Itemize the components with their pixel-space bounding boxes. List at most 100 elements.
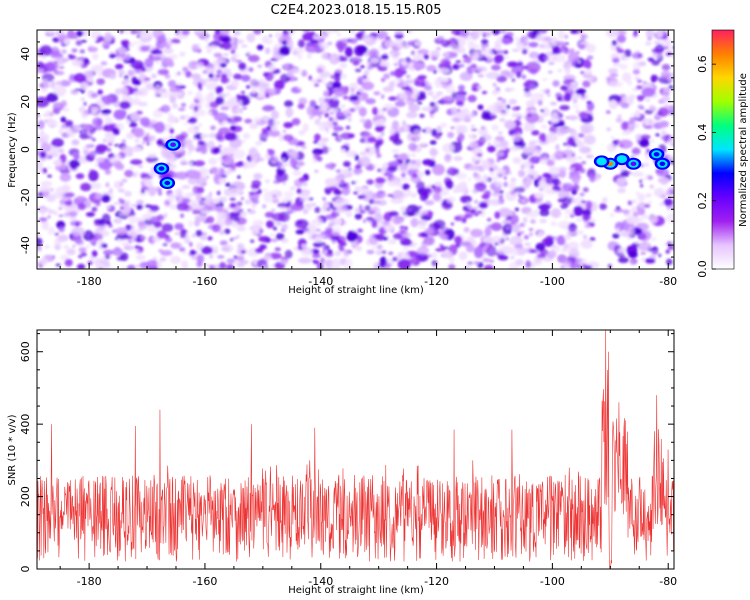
spectrogram-noise-blob (224, 132, 238, 141)
spectrogram-noise-blob (60, 254, 70, 261)
spectrogram-noise-blob (343, 258, 353, 269)
spectrogram-noise-blob (623, 57, 631, 61)
spectrogram-noise-blob (536, 33, 545, 42)
spectrogram-noise-blob (402, 120, 407, 127)
snr-y-axis-label: SNR (10 * v/v) (7, 414, 18, 485)
spectrogram-noise-blob (404, 85, 411, 92)
spectrogram-noise-blob (446, 196, 456, 204)
spectrogram-noise-blob (433, 186, 442, 194)
spectrogram-noise-blob (244, 199, 251, 205)
spectrogram-noise-blob (125, 79, 130, 82)
spectrogram-noise-blob (259, 133, 270, 138)
spectrogram-noise-blob (50, 80, 56, 89)
spectrogram-noise-blob (455, 184, 467, 193)
spectrogram-noise-blob (183, 114, 191, 119)
spectrogram-noise-blob (59, 199, 65, 206)
spectrogram-noise-blob (253, 117, 261, 122)
spectrogram-noise-blob (144, 189, 149, 194)
spectrogram-noise-blob (141, 68, 147, 72)
spectrogram-noise-blob (564, 209, 576, 215)
spectrogram-noise-blob (621, 209, 631, 214)
spectrogram-noise-blob (403, 246, 409, 250)
spectrogram-noise-blob (149, 205, 160, 212)
spectrogram-noise-blob (320, 137, 330, 143)
spectrogram-noise-blob (347, 167, 352, 171)
spectrogram-noise-blob (334, 91, 344, 97)
spectrogram-noise-blob (524, 110, 531, 114)
spectrogram-noise-blob (345, 86, 349, 91)
spectrogram-noise-blob (644, 204, 651, 208)
spectrogram-noise-blob (362, 74, 367, 80)
spectrogram-noise-blob (354, 213, 363, 220)
spectrogram-noise-blob (376, 190, 386, 199)
spectrogram-noise-blob (125, 120, 131, 124)
spectrogram-y-tick-label: 40 (19, 47, 32, 61)
spectrogram-noise-blob (225, 92, 231, 97)
spectrogram-noise-blob (432, 164, 445, 176)
spectrogram-noise-blob (411, 242, 418, 247)
snr-y-tick-label: 200 (19, 486, 32, 507)
spectrogram-noise-blob (325, 227, 333, 234)
spectrogram-noise-blob (382, 86, 394, 93)
spectrogram-noise-blob (556, 235, 566, 246)
spectrogram-noise-blob (568, 86, 572, 90)
spectrogram-noise-blob (200, 146, 208, 155)
spectrogram-noise-blob (58, 226, 65, 233)
spectrogram-noise-blob (147, 44, 151, 49)
spectrogram-noise-blob (579, 192, 585, 197)
spectrogram-noise-blob (520, 223, 524, 226)
spectrogram-noise-blob (275, 172, 289, 183)
spectrogram-noise-blob (71, 124, 80, 134)
spectrogram-noise-blob (398, 153, 410, 161)
spectrogram-noise-blob (89, 150, 97, 157)
spectrogram-noise-blob (424, 169, 431, 176)
spectrogram-noise-blob (169, 135, 175, 140)
spectrogram-noise-blob (501, 98, 507, 103)
spectrogram-noise-blob (298, 130, 306, 136)
spectrogram-noise-blob (535, 242, 546, 252)
spectrogram-noise-blob (655, 133, 660, 137)
spectrogram-noise-blob (41, 220, 49, 231)
spectrogram-noise-blob (223, 228, 231, 235)
spectrogram-noise-blob (550, 101, 557, 106)
spectrogram-noise-blob (218, 144, 223, 149)
spectrogram-noise-blob (644, 155, 652, 160)
spectrogram-noise-blob (234, 141, 241, 147)
spectrogram-noise-blob (256, 233, 262, 237)
spectrogram-noise-blob (289, 157, 297, 168)
spectrogram-noise-blob (583, 265, 593, 269)
spectrogram-noise-blob (411, 94, 418, 100)
spectrogram-noise-blob (147, 153, 157, 158)
spectrogram-noise-blob (639, 217, 644, 221)
spectrogram-noise-blob (522, 199, 525, 203)
spectrogram-noise-blob (230, 50, 236, 54)
spectrogram-noise-blob (536, 253, 546, 259)
spectrogram-noise-blob (528, 232, 534, 237)
spectrogram-noise-blob (309, 39, 320, 44)
spectrogram-noise-blob (209, 191, 213, 197)
spectrogram-noise-blob (124, 235, 133, 240)
spectrogram-noise-blob (501, 37, 512, 45)
spectrogram-noise-blob (121, 242, 130, 247)
spectrogram-noise-blob (69, 73, 75, 81)
spectrogram-noise-blob (379, 221, 384, 226)
spectrogram-noise-blob (229, 214, 240, 221)
spectrogram-noise-blob (447, 131, 455, 139)
spectrogram-noise-blob (92, 138, 96, 142)
spectrogram-noise-blob (91, 53, 99, 60)
spectrogram-noise-blob (131, 226, 135, 230)
spectrogram-noise-blob (624, 49, 632, 58)
spectrogram-y-ticks: -40 -20 0 20 40 (19, 29, 674, 270)
spectrogram-noise-blob (491, 89, 499, 96)
spectrogram-noise-blob (463, 213, 473, 218)
spectrogram-noise-blob (262, 204, 267, 209)
spectrogram-noise-blob (252, 226, 261, 233)
spectrogram-noise-blob (511, 48, 520, 52)
spectrogram-noise-blob (237, 100, 243, 107)
spectrogram-noise-blob (222, 68, 232, 74)
spectrogram-noise-blob (388, 81, 395, 88)
spectrogram-noise-blob (613, 208, 624, 213)
spectrogram-noise-blob (374, 212, 383, 223)
spectrogram-noise-blob (436, 91, 444, 96)
spectrogram-noise-blob (252, 219, 265, 227)
